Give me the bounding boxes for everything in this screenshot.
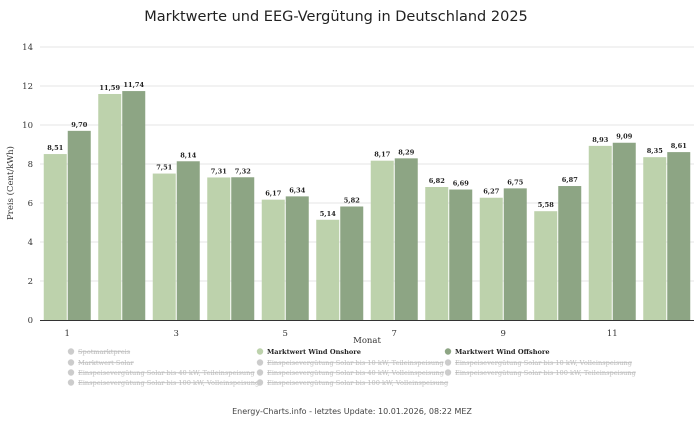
data-label: 8,29 (398, 148, 414, 156)
data-label: 7,32 (235, 167, 251, 175)
x-axis-label: Monat (353, 336, 381, 346)
bar-offshore (231, 177, 255, 320)
legend-item[interactable]: Marktwert Wind Offshore (444, 348, 550, 356)
bar-onshore (261, 199, 285, 320)
legend-marker (67, 379, 75, 386)
y-tick-label: 0 (28, 316, 33, 326)
y-axis-label: Preis (Cent/kWh) (5, 146, 16, 220)
bar-onshore (479, 197, 503, 320)
legend-item[interactable]: Einspeisevergütung Solar bis 100 kW, Vol… (67, 379, 260, 387)
y-tick-label: 10 (22, 121, 33, 131)
data-label: 8,14 (180, 151, 196, 159)
bar-onshore (370, 160, 394, 320)
data-label: 5,58 (538, 201, 554, 209)
data-label: 5,82 (344, 197, 360, 205)
legend-item[interactable]: Einspeisevergütung Solar bis 40 kW, Voll… (256, 369, 445, 377)
bar-offshore (122, 91, 146, 320)
x-axis-ticks: 1 3 5 7 9 11 (65, 329, 618, 339)
legend-marker (256, 379, 264, 386)
legend-item[interactable]: Marktwert Wind Onshore (256, 348, 361, 356)
y-axis-ticks: 0 2 4 6 8 10 12 14 (22, 43, 33, 326)
y-tick-label: 4 (28, 238, 33, 248)
legend-item[interactable]: Spotmarktpreis (67, 348, 131, 356)
legend-item[interactable]: Einspeisevergütung Solar bis 40 kW, Teil… (67, 369, 256, 377)
bar-offshore (667, 152, 691, 320)
legend-label: Marktwert Wind Offshore (455, 348, 550, 356)
bar-onshore (316, 219, 340, 320)
data-label: 6,69 (453, 180, 469, 188)
data-labels: 8,51 9,70 11,59 11,74 7,51 8,14 7,31 7,32 6,17 6,… (47, 81, 687, 218)
y-tick-label: 14 (22, 43, 33, 53)
data-label: 6,34 (289, 186, 305, 194)
x-tick-label: 11 (607, 329, 618, 339)
legend-item[interactable]: Einspeisevergütung Solar bis 100 kW, Tei… (444, 369, 637, 377)
bar-offshore (394, 158, 418, 320)
bar-offshore (176, 161, 200, 320)
x-tick-label: 7 (392, 329, 397, 339)
data-label: 11,74 (123, 81, 144, 89)
legend-marker (444, 359, 452, 366)
data-label: 9,70 (71, 121, 87, 129)
gridlines (40, 46, 694, 282)
bar-offshore (67, 130, 91, 320)
legend-marker (67, 348, 75, 355)
bar-offshore (449, 189, 473, 320)
bar-onshore (43, 154, 67, 320)
legend-marker (256, 359, 264, 366)
bar-onshore (425, 187, 449, 320)
y-tick-label: 6 (28, 199, 33, 209)
bar-onshore (588, 145, 612, 320)
legend-marker (444, 348, 452, 355)
x-tick-label: 9 (501, 329, 506, 339)
bar-offshore (612, 142, 636, 320)
legend-item[interactable]: Einspeisevergütung Solar bis 10 kW, Teil… (256, 359, 445, 367)
data-label: 6,75 (507, 178, 523, 186)
bar-offshore (340, 206, 364, 320)
data-label: 8,93 (592, 136, 608, 144)
bar-onshore (534, 211, 558, 320)
x-tick-label: 3 (174, 329, 179, 339)
data-label: 6,27 (483, 188, 499, 196)
bar-offshore (285, 196, 309, 320)
data-label: 9,09 (616, 133, 632, 141)
data-label: 6,17 (265, 190, 281, 198)
legend-item[interactable]: Marktwert Solar (67, 359, 135, 367)
bar-onshore (152, 173, 176, 320)
legend-item[interactable]: Einspeisevergütung Solar bis 100 kW, Vol… (256, 379, 449, 387)
data-label: 6,82 (429, 177, 445, 185)
data-label: 8,17 (374, 151, 390, 159)
x-tick-label: 5 (283, 329, 288, 339)
bar-offshore (503, 188, 527, 320)
data-label: 7,31 (211, 167, 227, 175)
bar-offshore (558, 186, 582, 320)
legend-label: Marktwert Wind Onshore (267, 348, 361, 356)
x-tick-label: 1 (65, 329, 70, 339)
legend-marker (256, 348, 264, 355)
chart-title: Marktwerte und EEG-Vergütung in Deutschl… (144, 9, 528, 25)
data-label: 8,61 (671, 142, 687, 150)
data-label: 11,59 (99, 84, 120, 92)
legend: Spotmarktpreis Marktwert Wind Onshore Mark… (67, 348, 637, 387)
bar-onshore (207, 177, 231, 320)
footer-source: Energy-Charts.info - letztes Update: 10.… (232, 407, 472, 416)
legend-marker (256, 369, 264, 376)
data-label: 8,35 (647, 147, 663, 155)
legend-marker (67, 369, 75, 376)
legend-marker (67, 359, 75, 366)
bar-onshore (643, 157, 667, 320)
bar-onshore (98, 93, 122, 321)
legend-marker (444, 369, 452, 376)
data-label: 7,51 (156, 164, 172, 172)
y-tick-label: 12 (22, 82, 33, 92)
data-label: 8,51 (47, 144, 63, 152)
data-label: 6,87 (562, 176, 578, 184)
data-label: 5,14 (320, 210, 336, 218)
y-tick-label: 8 (28, 160, 33, 170)
bars (43, 91, 691, 321)
y-tick-label: 2 (28, 277, 33, 287)
legend-item[interactable]: Einspeisevergütung Solar bis 10 kW, Voll… (444, 359, 633, 367)
